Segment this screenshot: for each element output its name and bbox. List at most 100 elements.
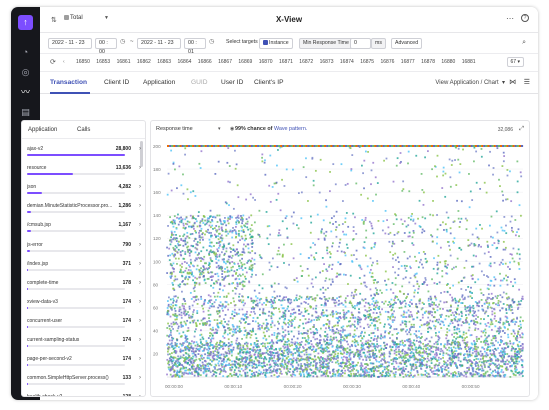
data-point <box>361 331 363 334</box>
instance-button[interactable]: Instance <box>259 38 293 49</box>
expand-icon[interactable]: ⤢ <box>519 126 524 132</box>
list-scrollbar[interactable] <box>140 141 143 167</box>
search-icon[interactable]: ⌕ <box>522 39 526 46</box>
xview-icon[interactable]: 〰 <box>20 87 30 97</box>
list-item[interactable]: health-check-v2128› <box>27 392 141 396</box>
chevron-down-icon[interactable]: ▾ <box>218 126 221 132</box>
instance-id[interactable]: 16853 <box>96 59 111 65</box>
list-item[interactable]: demian.MinuteStatisticProcessor.pro... 1,… <box>27 201 141 220</box>
advanced-button[interactable]: Advanced <box>391 38 423 49</box>
instance-id[interactable]: 16873 <box>319 59 334 65</box>
tab-application[interactable]: Application <box>143 79 176 86</box>
data-point <box>449 293 452 296</box>
tab-client-s-ip[interactable]: Client's IP <box>254 79 284 86</box>
chevron-right-icon[interactable]: › <box>139 203 141 210</box>
scope-select[interactable]: Total <box>64 15 83 21</box>
instance-id[interactable]: 16861 <box>116 59 131 65</box>
data-point <box>379 365 382 368</box>
data-point <box>487 305 489 308</box>
logo-icon[interactable]: ↑ <box>18 15 33 30</box>
list-item[interactable]: common.SimpleHttpServer.process() 133 › <box>27 373 141 392</box>
list-item[interactable]: complete-time 178 › <box>27 278 141 297</box>
instance-id[interactable]: 16867 <box>218 59 232 65</box>
chevron-right-icon[interactable]: › <box>139 260 141 267</box>
tab-transaction[interactable]: Transaction <box>50 79 88 86</box>
list-item[interactable]: concurrent-user 174 › <box>27 316 141 335</box>
instance-id[interactable]: 16870 <box>258 59 273 65</box>
chevron-right-icon[interactable]: › <box>139 241 141 248</box>
tab-client-id[interactable]: Client ID <box>104 79 130 86</box>
list-item[interactable]: js-error 790 › <box>27 240 141 259</box>
metric-select[interactable]: Response time <box>156 126 193 132</box>
chevron-right-icon[interactable]: › <box>139 356 141 363</box>
data-point <box>307 346 310 349</box>
filter-icon[interactable]: ⇅ <box>51 17 57 24</box>
chevron-right-icon[interactable]: › <box>139 375 141 382</box>
data-point <box>182 365 185 368</box>
chevron-right-icon[interactable]: › <box>139 146 141 152</box>
view-select[interactable]: View Application / Chart ▾ <box>435 80 505 86</box>
refresh-icon[interactable]: ⟳ <box>50 59 56 66</box>
tab-user-id[interactable]: User ID <box>221 79 244 86</box>
tab-guid[interactable]: GUID <box>191 79 208 86</box>
list-item[interactable]: /index.jsp 371 › <box>27 259 141 278</box>
list-item[interactable]: ajax-v2 28,800 › <box>27 144 141 163</box>
instance-id[interactable]: 16880 <box>441 59 456 65</box>
instance-id[interactable]: 16863 <box>157 59 172 65</box>
chevron-right-icon[interactable]: › <box>139 337 141 343</box>
list-item[interactable]: /cmsub.jsp 1,167 › <box>27 220 141 239</box>
settings-icon[interactable]: ☰ <box>523 79 530 86</box>
list-item[interactable]: json 4,282 › <box>27 182 141 201</box>
instance-id[interactable]: 16850 <box>76 59 90 65</box>
data-point <box>179 370 182 373</box>
chevron-down-icon[interactable]: ▼ <box>104 15 109 21</box>
chevron-right-icon[interactable]: › <box>139 394 141 396</box>
instance-count[interactable]: 67 ▾ <box>506 57 524 67</box>
data-point <box>204 370 207 373</box>
insight-link[interactable]: Wave pattern. <box>273 126 308 132</box>
to-time-input[interactable]: 00 : 01 <box>184 38 206 55</box>
data-point <box>453 328 456 331</box>
instance-id[interactable]: 16876 <box>380 59 395 65</box>
list-item[interactable]: current-sampling-status 174 › <box>27 335 141 354</box>
instance-id[interactable]: 16874 <box>339 59 354 65</box>
instance-id[interactable]: 16872 <box>299 59 314 65</box>
chevron-right-icon[interactable]: › <box>139 279 141 286</box>
more-icon[interactable]: ⋯ <box>506 14 514 23</box>
column-calls[interactable]: Calls <box>77 127 91 133</box>
dashboard-icon[interactable]: ◔ <box>22 47 29 57</box>
instance-id[interactable]: 16866 <box>197 59 212 65</box>
chevron-right-icon[interactable]: › <box>139 165 141 172</box>
data-point <box>221 246 224 248</box>
min-response-input[interactable]: 0 <box>350 38 371 49</box>
to-date-input[interactable]: 2022 - 11 - 23 <box>137 38 181 49</box>
data-point <box>342 347 345 350</box>
instance-id[interactable]: 16878 <box>421 59 435 65</box>
from-time-input[interactable]: 00 : 00 <box>95 38 117 55</box>
data-point <box>446 283 449 285</box>
chevron-right-icon[interactable]: › <box>139 298 141 305</box>
help-icon[interactable]: ? <box>521 14 529 22</box>
chevron-left-icon[interactable]: ‹ <box>63 59 65 65</box>
chevron-right-icon[interactable]: › <box>139 222 141 229</box>
report-icon[interactable]: ▤ <box>21 107 30 117</box>
data-point <box>392 315 395 318</box>
list-item[interactable]: resource 13,636 › <box>27 163 141 182</box>
column-application[interactable]: Application <box>28 127 58 133</box>
share-icon[interactable]: ⋈ <box>509 79 516 86</box>
instance-id[interactable]: 16862 <box>136 59 151 65</box>
instance-id[interactable]: 16875 <box>360 59 375 65</box>
chevron-right-icon[interactable]: › <box>139 317 141 324</box>
instance-id[interactable]: 16869 <box>238 59 253 65</box>
instance-id[interactable]: 16871 <box>279 59 293 65</box>
analytics-icon[interactable]: ◎ <box>21 67 30 77</box>
from-date-input[interactable]: 2022 - 11 - 23 <box>48 38 92 49</box>
instance-id[interactable]: 16864 <box>177 59 192 65</box>
instance-id[interactable]: 16877 <box>400 59 415 65</box>
list-item[interactable]: xview-data-v3 174 › <box>27 297 141 316</box>
instance-id[interactable]: 16881 <box>461 59 476 65</box>
data-point <box>475 314 478 317</box>
chevron-right-icon[interactable]: › <box>139 184 141 191</box>
list-item[interactable]: page-per-second-v2 174 › <box>27 354 141 373</box>
